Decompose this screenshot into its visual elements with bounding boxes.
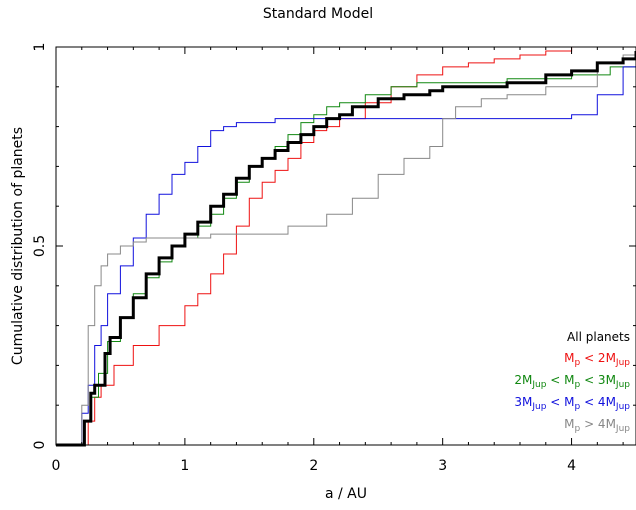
- y-axis-label: Cumulative distribution of planets: [10, 127, 26, 365]
- legend-text-part: < 3M: [580, 373, 616, 387]
- x-axis-label: a / AU: [325, 486, 367, 502]
- ticks-layer: 0 1 2 3 4 0 0.5 1: [32, 43, 636, 474]
- legend-text-part: < 2M: [580, 351, 616, 365]
- legend-text-part: Jup: [531, 380, 546, 390]
- x-tick-label: 1: [180, 458, 189, 474]
- legend-entry-2: 2MJup < Mp < 3MJup: [514, 373, 630, 390]
- legend-text-part: < 4M: [580, 395, 616, 409]
- series-line-1: [56, 46, 636, 446]
- chart-title: Standard Model: [263, 6, 373, 22]
- y-tick-label: 1: [32, 43, 48, 52]
- legend-text-part: Jup: [615, 424, 630, 434]
- legend-text-part: p: [575, 358, 581, 368]
- series-layer: [56, 46, 636, 447]
- legend-text-part: < M: [546, 395, 574, 409]
- series-line-2: [56, 47, 636, 446]
- legend-text-part: p: [575, 424, 581, 434]
- legend-text-part: 2M: [514, 373, 532, 387]
- legend-text-part: p: [575, 402, 581, 412]
- legend-text-part: M: [564, 351, 574, 365]
- x-tick-label: 3: [438, 458, 447, 474]
- legend-entry-4: Mp > 4MJup: [564, 417, 630, 434]
- series-line-3: [56, 55, 636, 446]
- legend-text-part: M: [564, 417, 574, 431]
- x-tick-label: 0: [52, 458, 61, 474]
- legend-entry-1: Mp < 2MJup: [564, 351, 630, 368]
- legend-entry-3: 3MJup < Mp < 4MJup: [514, 395, 630, 412]
- series-line-4: [56, 47, 636, 446]
- legend-text-part: p: [575, 380, 581, 390]
- legend-text-part: < M: [546, 373, 574, 387]
- legend-text-part: All planets: [567, 330, 630, 344]
- x-tick-label: 2: [309, 458, 318, 474]
- legend-text-part: Jup: [531, 402, 546, 412]
- legend-text-part: Jup: [615, 402, 630, 412]
- legend-text-part: > 4M: [580, 417, 616, 431]
- legend-text-part: 3M: [514, 395, 532, 409]
- y-tick-label: 0: [32, 441, 48, 450]
- legend-text-part: Jup: [615, 380, 630, 390]
- series-line-0: [56, 51, 636, 447]
- y-tick-label: 0.5: [32, 235, 48, 257]
- legend-entry-0: All planets: [567, 330, 630, 344]
- x-tick-label: 4: [567, 458, 576, 474]
- legend-text-part: Jup: [615, 358, 630, 368]
